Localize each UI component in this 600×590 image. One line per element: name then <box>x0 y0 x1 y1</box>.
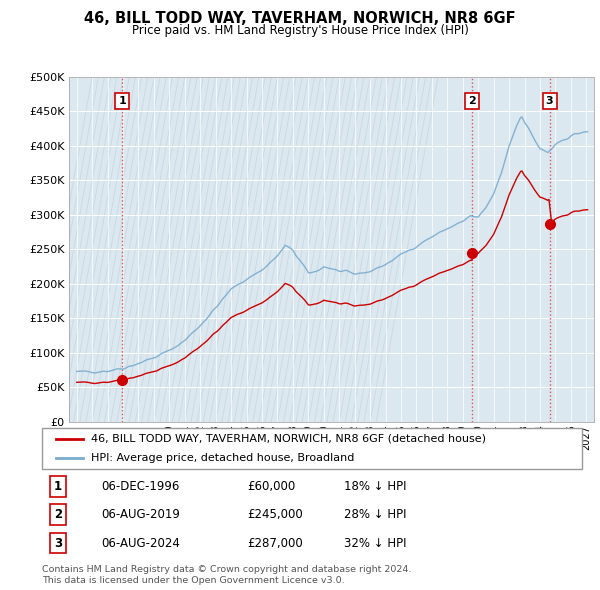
Text: £245,000: £245,000 <box>247 508 303 522</box>
Text: 18% ↓ HPI: 18% ↓ HPI <box>344 480 407 493</box>
Text: 06-AUG-2024: 06-AUG-2024 <box>101 536 180 549</box>
FancyBboxPatch shape <box>42 428 582 469</box>
Text: 46, BILL TODD WAY, TAVERHAM, NORWICH, NR8 6GF: 46, BILL TODD WAY, TAVERHAM, NORWICH, NR… <box>84 11 516 25</box>
Text: 32% ↓ HPI: 32% ↓ HPI <box>344 536 407 549</box>
Text: Price paid vs. HM Land Registry's House Price Index (HPI): Price paid vs. HM Land Registry's House … <box>131 24 469 37</box>
Text: Contains HM Land Registry data © Crown copyright and database right 2024.
This d: Contains HM Land Registry data © Crown c… <box>42 565 412 585</box>
Text: 46, BILL TODD WAY, TAVERHAM, NORWICH, NR8 6GF (detached house): 46, BILL TODD WAY, TAVERHAM, NORWICH, NR… <box>91 434 485 444</box>
Text: £60,000: £60,000 <box>247 480 295 493</box>
Text: 2: 2 <box>469 96 476 106</box>
Text: HPI: Average price, detached house, Broadland: HPI: Average price, detached house, Broa… <box>91 453 354 463</box>
Text: 06-DEC-1996: 06-DEC-1996 <box>101 480 180 493</box>
Text: £287,000: £287,000 <box>247 536 303 549</box>
Text: 06-AUG-2019: 06-AUG-2019 <box>101 508 180 522</box>
Text: 2: 2 <box>54 508 62 522</box>
Text: 1: 1 <box>54 480 62 493</box>
Text: 28% ↓ HPI: 28% ↓ HPI <box>344 508 407 522</box>
Text: 3: 3 <box>546 96 553 106</box>
Text: 1: 1 <box>119 96 126 106</box>
Text: 3: 3 <box>54 536 62 549</box>
